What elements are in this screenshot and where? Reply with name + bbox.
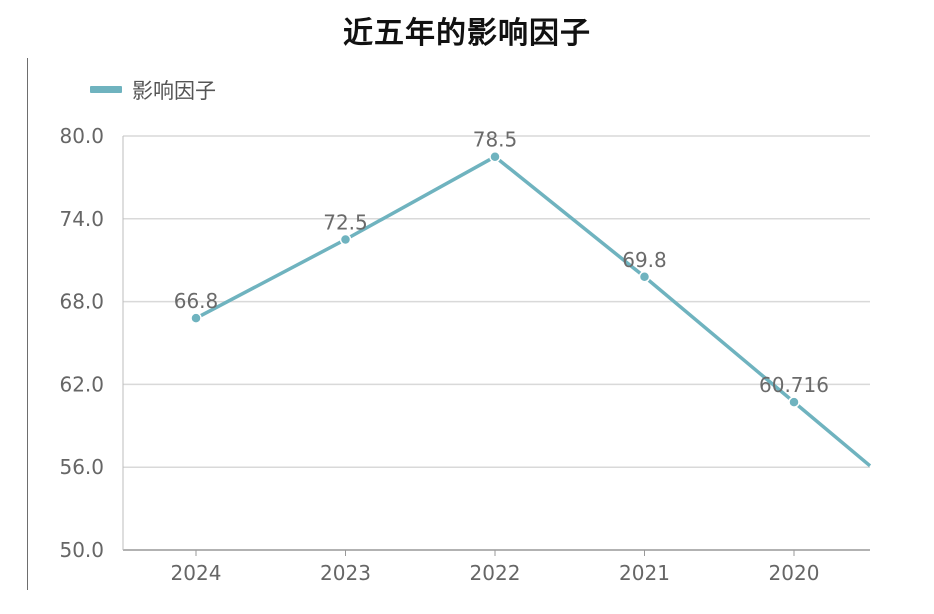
data-point	[190, 312, 202, 324]
y-tick-label: 50.0	[59, 538, 104, 562]
data-label: 60.716	[759, 373, 829, 397]
chart-title: 近五年的影响因子	[343, 16, 591, 51]
legend-label: 影响因子	[132, 79, 216, 103]
legend-swatch	[90, 86, 122, 93]
x-tick-label: 2023	[320, 561, 371, 585]
axes: 50.0 56.0 62.0 68.0 74.0 80.0 2024 2023 2022 2021…	[59, 124, 819, 585]
x-tick-label: 2024	[171, 561, 222, 585]
data-point	[788, 396, 800, 408]
data-label: 78.5	[473, 128, 518, 152]
data-label: 69.8	[622, 248, 667, 272]
data-point	[339, 233, 352, 246]
y-tick-label: 68.0	[59, 290, 104, 314]
data-point	[638, 271, 651, 283]
left-border	[27, 58, 28, 590]
y-tick-label: 62.0	[59, 372, 104, 396]
y-tick-label: 56.0	[59, 455, 104, 479]
x-tick-label: 2020	[769, 561, 820, 585]
data-label: 66.8	[174, 289, 219, 313]
x-tick-label: 2022	[470, 561, 521, 585]
data-point	[489, 150, 501, 163]
labels: 66.8 72.5 78.5 69.8 60.716	[174, 128, 829, 397]
data-label: 72.5	[323, 211, 368, 235]
series	[190, 150, 872, 468]
y-tick-label: 80.0	[59, 124, 104, 148]
series-line	[195, 154, 872, 468]
legend: 影响因子	[90, 79, 216, 103]
y-tick-label: 74.0	[59, 207, 104, 231]
grid	[123, 135, 870, 551]
x-tick-label: 2021	[619, 561, 670, 585]
